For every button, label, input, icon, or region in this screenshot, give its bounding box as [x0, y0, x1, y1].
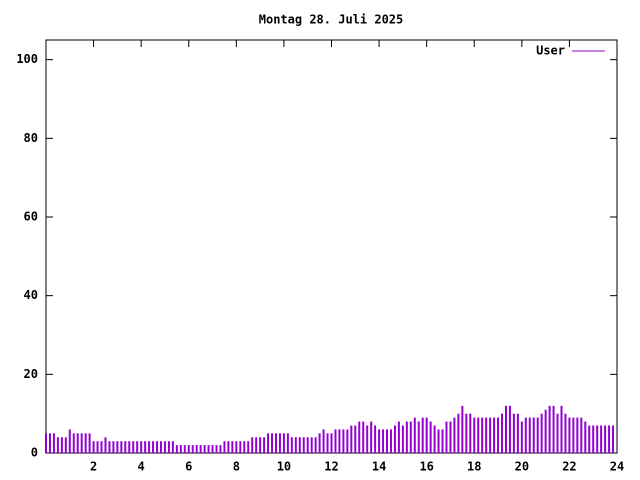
legend-label: User [536, 44, 565, 58]
x-tick-label: 18 [467, 460, 481, 474]
x-tick-label: 10 [277, 460, 291, 474]
x-tick-label: 24 [610, 460, 624, 474]
y-tick-label: 60 [24, 210, 38, 224]
y-tick-label: 0 [31, 446, 38, 460]
x-tick-label: 22 [562, 460, 576, 474]
x-tick-label: 20 [515, 460, 529, 474]
x-tick-label: 8 [233, 460, 240, 474]
y-tick-label: 40 [24, 288, 38, 302]
x-tick-label: 4 [138, 460, 145, 474]
x-tick-label: 6 [185, 460, 192, 474]
y-tick-label: 80 [24, 131, 38, 145]
chart-title: Montag 28. Juli 2025 [259, 13, 404, 27]
x-tick-label: 16 [419, 460, 433, 474]
y-tick-label: 20 [24, 367, 38, 381]
y-tick-label: 100 [16, 52, 38, 66]
x-tick-label: 12 [324, 460, 338, 474]
x-tick-label: 2 [90, 460, 97, 474]
x-tick-label: 14 [372, 460, 386, 474]
